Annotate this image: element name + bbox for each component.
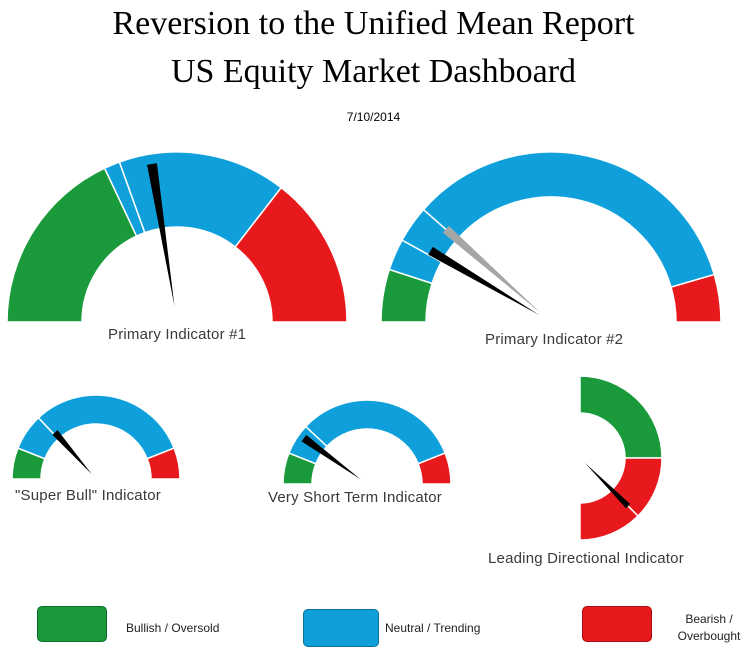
legend-swatch-bullish [37, 606, 107, 642]
report-date: 7/10/2014 [346, 110, 401, 124]
gauge-2-needle-2 [443, 226, 541, 313]
gauge-4 [282, 399, 452, 485]
legend-label-neutral: Neutral / Trending [385, 621, 481, 635]
gauge-2-needle-1 [428, 246, 539, 315]
gauge-2-segment-bearish-5 [670, 273, 722, 323]
gauge-label-very-short-term: Very Short Term Indicator [268, 489, 442, 506]
legend-label-bullish: Bullish / Oversold [126, 621, 220, 635]
gauge-1-needle-1 [147, 163, 175, 307]
gauge-3-needle-1 [52, 430, 92, 475]
gauge-label-super-bull: "Super Bull" Indicator [15, 487, 161, 504]
legend-swatch-bearish [582, 606, 652, 642]
legend-swatch-neutral [303, 609, 379, 647]
gauge-1-segment-bearish-4 [234, 186, 348, 323]
report-title: Reversion to the Unified Mean Report [112, 5, 635, 42]
gauge-4-segment-bearish-4 [417, 452, 452, 485]
gauge-5-segment-bullish-1 [579, 375, 663, 459]
gauge-3-segment-bearish-4 [146, 447, 181, 480]
gauge-4-needle-1 [301, 434, 361, 480]
gauge-label-primary-1: Primary Indicator #1 [108, 326, 247, 343]
gauge-4-segment-neutral-3 [304, 399, 447, 465]
legend-label-bearish: Bearish / Overbought [677, 612, 741, 643]
gauge-label-leading-directional: Leading Directional Indicator [488, 550, 684, 567]
dashboard-subtitle: US Equity Market Dashboard [170, 53, 577, 90]
gauge-label-primary-2: Primary Indicator #2 [485, 331, 624, 348]
gauge-2-segment-neutral-4 [422, 151, 716, 289]
gauge-3 [11, 394, 181, 480]
gauge-1 [6, 151, 348, 323]
gauge-5-needle-1 [584, 462, 631, 509]
gauge-5 [579, 375, 663, 541]
gauge-3-segment-neutral-3 [37, 394, 176, 460]
gauge-2 [380, 151, 722, 323]
